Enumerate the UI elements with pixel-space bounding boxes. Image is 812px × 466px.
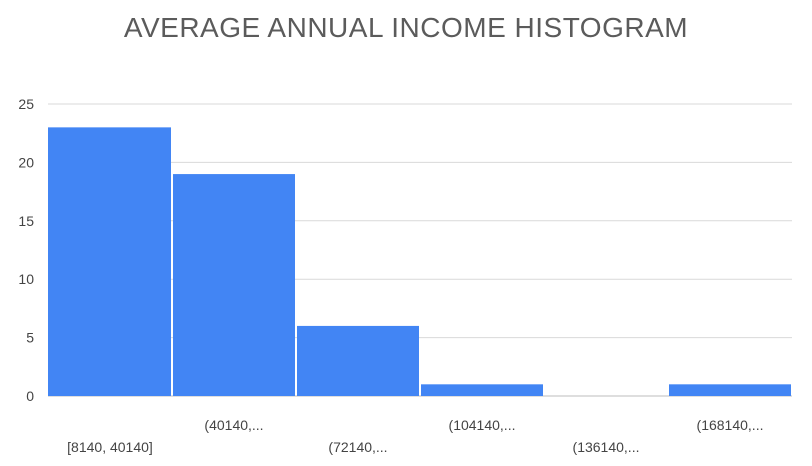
gridlines [48,103,792,397]
y-tick-label: 0 [26,388,34,404]
x-tick-label: (168140,... [697,417,764,433]
chart-title: AVERAGE ANNUAL INCOME HISTOGRAM [123,12,689,43]
histogram-bar [48,127,171,397]
histogram-bar [297,325,419,396]
x-tick-label: (40140,... [204,417,263,433]
x-axis-ticks: [8140, 40140] (40140,... (72140,... (104140… [67,417,763,455]
x-tick-label: (72140,... [328,439,387,455]
y-tick-label: 25 [18,96,34,112]
y-tick-label: 10 [18,271,34,287]
histogram-bar [173,174,295,396]
x-tick-label: (104140,... [449,417,516,433]
histogram-bar [421,384,543,396]
y-axis-ticks: 0 5 10 15 20 25 [18,96,34,404]
y-tick-label: 5 [26,330,34,346]
x-tick-label: [8140, 40140] [67,439,153,455]
y-tick-label: 20 [18,154,34,170]
histogram-bar [669,384,791,396]
bars [48,127,791,397]
x-tick-label: (136140,... [573,439,640,455]
y-tick-label: 15 [18,213,34,229]
